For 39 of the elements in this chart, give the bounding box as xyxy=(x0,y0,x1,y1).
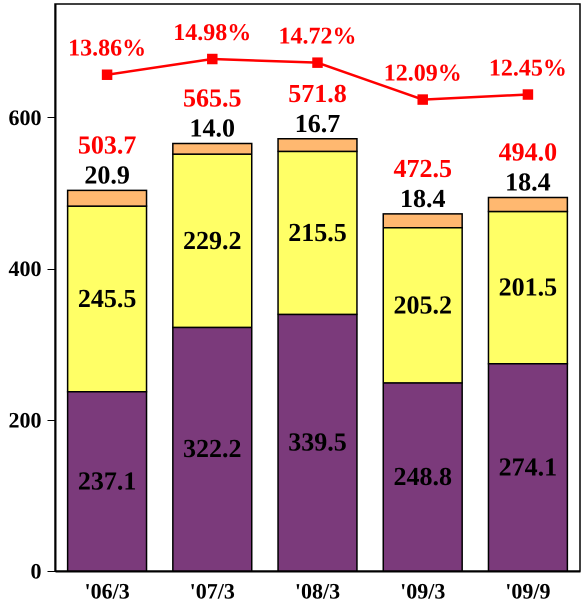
total-label: 571.8 xyxy=(288,78,347,108)
x-tick-label: '09/3 xyxy=(400,578,446,604)
x-tick-label: '09/9 xyxy=(505,578,551,604)
total-label: 472.5 xyxy=(393,154,452,183)
data-label: 14.0 xyxy=(190,114,236,143)
x-tick-label: '06/3 xyxy=(84,578,130,604)
data-label: 201.5 xyxy=(498,272,558,302)
y-tick-label: 400 xyxy=(8,256,42,282)
data-label: 274.1 xyxy=(498,452,558,482)
data-label: 245.5 xyxy=(78,284,136,313)
data-label: 248.8 xyxy=(393,462,452,491)
data-label: 13.86% xyxy=(68,36,146,62)
total-label: 565.5 xyxy=(183,84,242,113)
y-tick-label: 200 xyxy=(8,407,42,432)
data-label: 14.98% xyxy=(173,20,252,46)
data-label: 205.2 xyxy=(393,290,452,320)
point xyxy=(102,69,112,80)
data-label: 339.5 xyxy=(288,428,347,457)
x-tick-label: '07/3 xyxy=(190,578,235,604)
data-label: 14.72% xyxy=(278,24,356,50)
data-label: 18.4 xyxy=(505,168,551,197)
total-label: 503.7 xyxy=(78,130,136,160)
data-label: 20.9 xyxy=(84,160,130,190)
total-label: 494.0 xyxy=(498,138,558,167)
data-label: 229.2 xyxy=(183,226,242,255)
x-tick-label: '08/3 xyxy=(294,578,340,604)
data-label: 215.5 xyxy=(288,218,347,247)
point xyxy=(522,89,534,100)
y-tick-label: 0 xyxy=(30,558,42,584)
data-label: 322.2 xyxy=(183,434,242,464)
point xyxy=(312,57,323,68)
data-label: 237.1 xyxy=(78,466,136,496)
point xyxy=(207,54,218,64)
data-label: 12.45% xyxy=(488,56,567,82)
data-label: 16.7 xyxy=(294,108,340,138)
point xyxy=(417,94,428,105)
y-tick-label: 600 xyxy=(8,104,42,130)
data-label: 18.4 xyxy=(400,184,446,213)
data-label: 12.09% xyxy=(384,60,462,87)
